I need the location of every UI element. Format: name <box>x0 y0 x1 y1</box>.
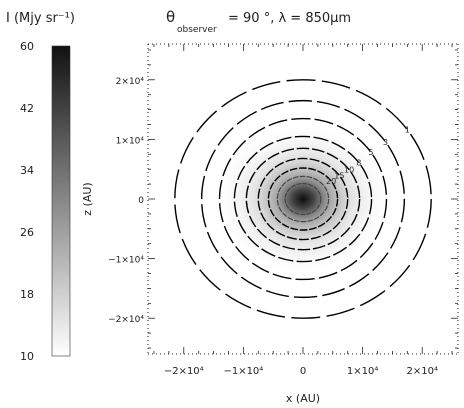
contour-label: 10 <box>344 166 354 175</box>
colorbar-tick-label: 42 <box>20 102 34 115</box>
colorbar <box>51 45 71 357</box>
contour-line <box>291 188 315 210</box>
x-tick-label: 1×10⁴ <box>347 366 378 377</box>
contour-label: 15 <box>334 171 344 180</box>
y-tick-label: 2×10⁴ <box>116 77 145 87</box>
contour-line <box>276 175 330 223</box>
x-tick-label: 0 <box>300 366 306 377</box>
colorbar-tick-label: 10 <box>20 350 34 363</box>
plot-frame <box>147 43 459 355</box>
contour-label: 8 <box>356 159 361 168</box>
title-subscript: observer <box>177 25 217 35</box>
contour-line <box>218 117 388 281</box>
colorbar-label: I (Mjy sr⁻¹) <box>6 11 75 26</box>
contour-line <box>174 79 432 319</box>
contour-line <box>257 157 349 241</box>
y-tick-label: 1×10⁴ <box>116 136 145 146</box>
colorbar-tick-label: 18 <box>20 288 34 301</box>
colorbar-ticks: 60 42 34 26 18 10 <box>20 40 34 363</box>
colorbar-tick-label: 34 <box>20 164 34 177</box>
colorbar-tick-label: 60 <box>20 40 34 53</box>
contour-label: 20 <box>326 177 336 186</box>
contour-line <box>233 135 373 263</box>
y-tick-label: −2×10⁴ <box>108 315 144 325</box>
intensity-map <box>213 121 393 277</box>
y-tick-label: −1×10⁴ <box>108 256 144 266</box>
contour-label: 1 <box>405 126 410 135</box>
contour-line <box>267 167 339 231</box>
y-axis-ticks: 2×10⁴ 1×10⁴ 0 −1×10⁴ −2×10⁴ <box>108 77 144 325</box>
title-value: = 90 °, λ = 850μm <box>228 11 351 26</box>
x-axis-label: x (AU) <box>286 392 320 405</box>
title-theta: θ <box>166 8 175 26</box>
contour-line <box>245 147 361 251</box>
y-tick-label: 0 <box>138 196 144 206</box>
x-tick-label: −1×10⁴ <box>223 366 263 377</box>
contour-line <box>200 99 406 299</box>
y-axis-label: z (AU) <box>81 182 94 215</box>
contour-line <box>284 182 322 216</box>
chart-title: θ observer = 90 °, λ = 850μm <box>166 8 351 35</box>
x-axis-ticks: −2×10⁴ −1×10⁴ 0 1×10⁴ 2×10⁴ <box>164 366 438 377</box>
colorbar-tick-label: 26 <box>20 226 34 239</box>
contour-label: 3 <box>383 138 388 147</box>
x-tick-label: −2×10⁴ <box>164 366 204 377</box>
x-tick-label: 2×10⁴ <box>406 366 437 377</box>
contour-label: 5 <box>368 148 373 157</box>
